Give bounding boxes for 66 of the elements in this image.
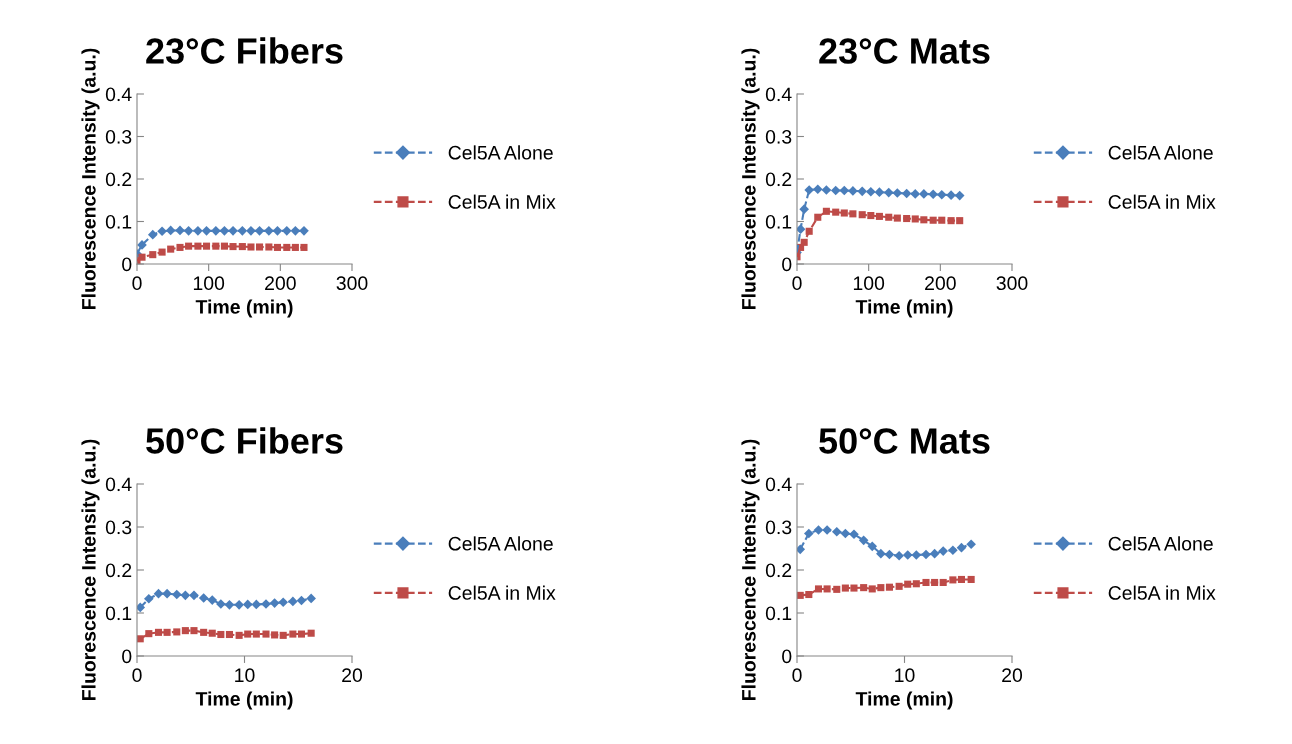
legend-label: Cel5A Alone — [1108, 536, 1213, 551]
point — [966, 539, 976, 550]
x-axis-title: Time (min) — [195, 299, 293, 318]
y-tick-label: 0.2 — [765, 563, 792, 578]
chart-title: 50°C Fibers — [146, 427, 343, 454]
y-tick-label: 0.3 — [105, 520, 132, 535]
y-tick-label: 0.1 — [765, 214, 792, 229]
legend-label: Cel5A Alone — [1108, 145, 1213, 160]
y-tick-label: 0 — [122, 649, 132, 664]
legend-label: Cel5A Alone — [448, 536, 553, 551]
y-tick-label: 0.3 — [765, 129, 792, 144]
y-tick-label: 0.1 — [765, 606, 792, 621]
x-tick-label: 0 — [132, 276, 142, 291]
x-tick-label: 0 — [792, 668, 802, 683]
point — [176, 243, 184, 251]
y-tick-label: 0.4 — [765, 477, 792, 492]
y-tick-label: 0.3 — [105, 129, 132, 144]
y-tick-label: 0 — [782, 649, 792, 664]
legend-label: Cel5A in Mix — [448, 585, 556, 600]
y-tick-label: 0.2 — [105, 563, 132, 578]
x-tick-label: 300 — [996, 276, 1028, 291]
legend-label: Cel5A in Mix — [1108, 194, 1216, 209]
y-tick-label: 0 — [782, 257, 792, 272]
y-tick-label: 0.1 — [105, 214, 132, 229]
x-tick-label: 20 — [342, 668, 363, 683]
y-tick-label: 0.4 — [765, 87, 792, 102]
point — [300, 243, 308, 251]
point — [229, 243, 237, 251]
x-tick-label: 100 — [193, 276, 225, 291]
x-axis-title: Time (min) — [195, 691, 293, 710]
point — [850, 584, 858, 592]
chart-title: 50°C Mats — [819, 428, 990, 454]
x-axis-title: Time (min) — [855, 299, 953, 318]
y-tick-label: 0.3 — [765, 520, 792, 535]
y-axis-title: Fluorescence Intensity (a.u.) — [81, 439, 100, 700]
point — [840, 209, 848, 217]
y-axis-title: Fluorescence Intensity (a.u.) — [741, 48, 760, 309]
point — [265, 243, 273, 251]
x-tick-label: 10 — [895, 668, 915, 683]
x-axis-title: Time (min) — [855, 691, 953, 710]
legend-label: Cel5A in Mix — [448, 194, 556, 209]
chart-title: 23°C Fibers — [146, 37, 343, 64]
x-tick-label: 0 — [132, 668, 142, 683]
x-tick-label: 100 — [853, 276, 885, 291]
x-tick-label: 200 — [265, 276, 296, 291]
point — [190, 627, 198, 635]
chart-title: 23°C Mats — [819, 38, 990, 64]
y-axis-title: Fluorescence Intensity (a.u.) — [81, 48, 100, 309]
point — [262, 630, 270, 638]
x-tick-label: 20 — [1002, 668, 1023, 683]
point — [956, 217, 964, 225]
y-axis-title: Fluorescence Intensity (a.u.) — [741, 439, 760, 700]
y-tick-label: 0.1 — [105, 606, 132, 621]
legend-label: Cel5A in Mix — [1108, 585, 1216, 600]
y-tick-label: 0 — [122, 257, 132, 272]
x-tick-label: 0 — [792, 276, 802, 291]
legend-label: Cel5A Alone — [448, 145, 553, 160]
x-tick-label: 300 — [336, 276, 368, 291]
y-tick-label: 0.2 — [765, 172, 792, 187]
point — [306, 593, 316, 604]
point — [804, 528, 814, 539]
x-tick-label: 10 — [235, 668, 255, 683]
y-tick-label: 0.2 — [105, 172, 132, 187]
y-tick-label: 0.4 — [105, 477, 132, 492]
x-tick-label: 200 — [925, 276, 956, 291]
y-tick-label: 0.4 — [105, 87, 132, 102]
